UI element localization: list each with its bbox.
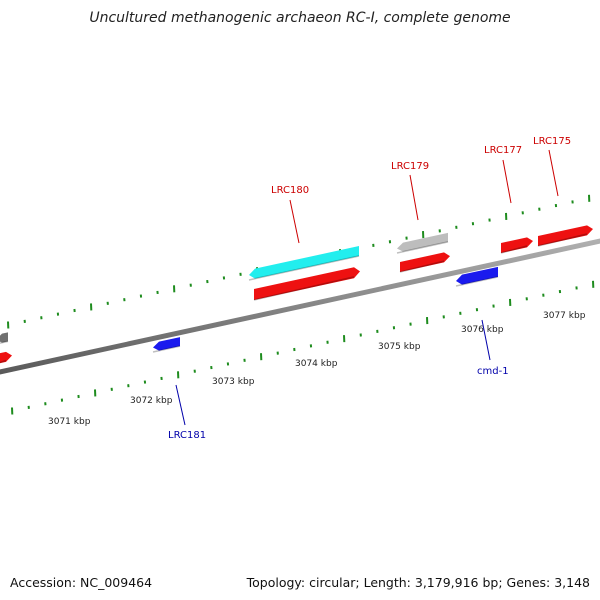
gene-label[interactable]: LRC180 [271, 185, 309, 196]
accession-text: Accession: NC_009464 [10, 575, 153, 590]
gene-lrc177-shade [500, 245, 528, 254]
gene-label-leader [502, 159, 512, 204]
gene-lrc175-body [538, 225, 593, 246]
scale-label: 3077 kbp [543, 311, 586, 321]
gene-lrc180-shade [253, 276, 355, 301]
gene-label-leader [548, 149, 559, 197]
gene-lrc179-grey [396, 232, 449, 254]
page-title: Uncultured methanogenic archaeon RC-I, c… [89, 10, 511, 26]
gene-label[interactable]: LRC179 [391, 161, 429, 172]
gene-label-leader [481, 319, 491, 361]
gene-edge-grey-shade [0, 340, 9, 344]
scale-label: 3075 kbp [378, 342, 421, 352]
gene-lrc179-grey-body [397, 232, 448, 252]
gene-lrc180-cyan-shade [248, 255, 360, 281]
genome-summary-text: Topology: circular; Length: 3,179,916 bp… [246, 575, 590, 590]
gene-edge-red-shade [0, 359, 7, 364]
gene-label-leader [175, 384, 186, 426]
gene-lrc177 [500, 237, 533, 254]
scale-label: 3076 kbp [461, 325, 504, 335]
gene-label-leader [289, 199, 300, 244]
scale-label: 3071 kbp [48, 417, 91, 427]
genome-backbone [0, 238, 600, 375]
gene-lrc175 [537, 225, 593, 247]
gene-edge-grey-body [0, 332, 8, 343]
gene-lrc179 [399, 252, 450, 273]
gene-label[interactable]: LRC181 [168, 430, 206, 441]
gene-cmd-1-body [456, 266, 498, 285]
scale-label: 3072 kbp [130, 396, 173, 406]
gene-lrc181 [152, 337, 181, 353]
gene-lrc180-cyan-body [249, 246, 359, 279]
gene-edge-grey [0, 332, 9, 344]
gene-cmd-1-shade [455, 276, 499, 287]
gene-lrc179-shade [399, 260, 445, 273]
gene-lrc179-grey-shade [396, 241, 449, 254]
gene-label-leader [409, 174, 419, 221]
gene-lrc181-shade [152, 345, 181, 353]
gene-label[interactable]: cmd-1 [477, 366, 509, 377]
gene-lrc180-body [254, 267, 360, 300]
gene-lrc181-body [153, 337, 180, 351]
gene-label[interactable]: LRC177 [484, 145, 522, 156]
scale-label: 3074 kbp [295, 359, 338, 369]
gene-cmd-1 [455, 266, 499, 287]
scale-label: 3073 kbp [212, 377, 255, 387]
gene-lrc180-cyan [248, 246, 360, 281]
gene-edge-red [0, 351, 12, 364]
gene-lrc180 [253, 267, 360, 301]
gene-lrc179-body [400, 252, 450, 272]
gene-lrc175-shade [537, 233, 588, 247]
gene-label[interactable]: LRC175 [533, 136, 571, 147]
lower-tick-track [11, 280, 595, 415]
gene-lrc177-body [501, 237, 533, 253]
gene-edge-red-body [0, 351, 12, 364]
